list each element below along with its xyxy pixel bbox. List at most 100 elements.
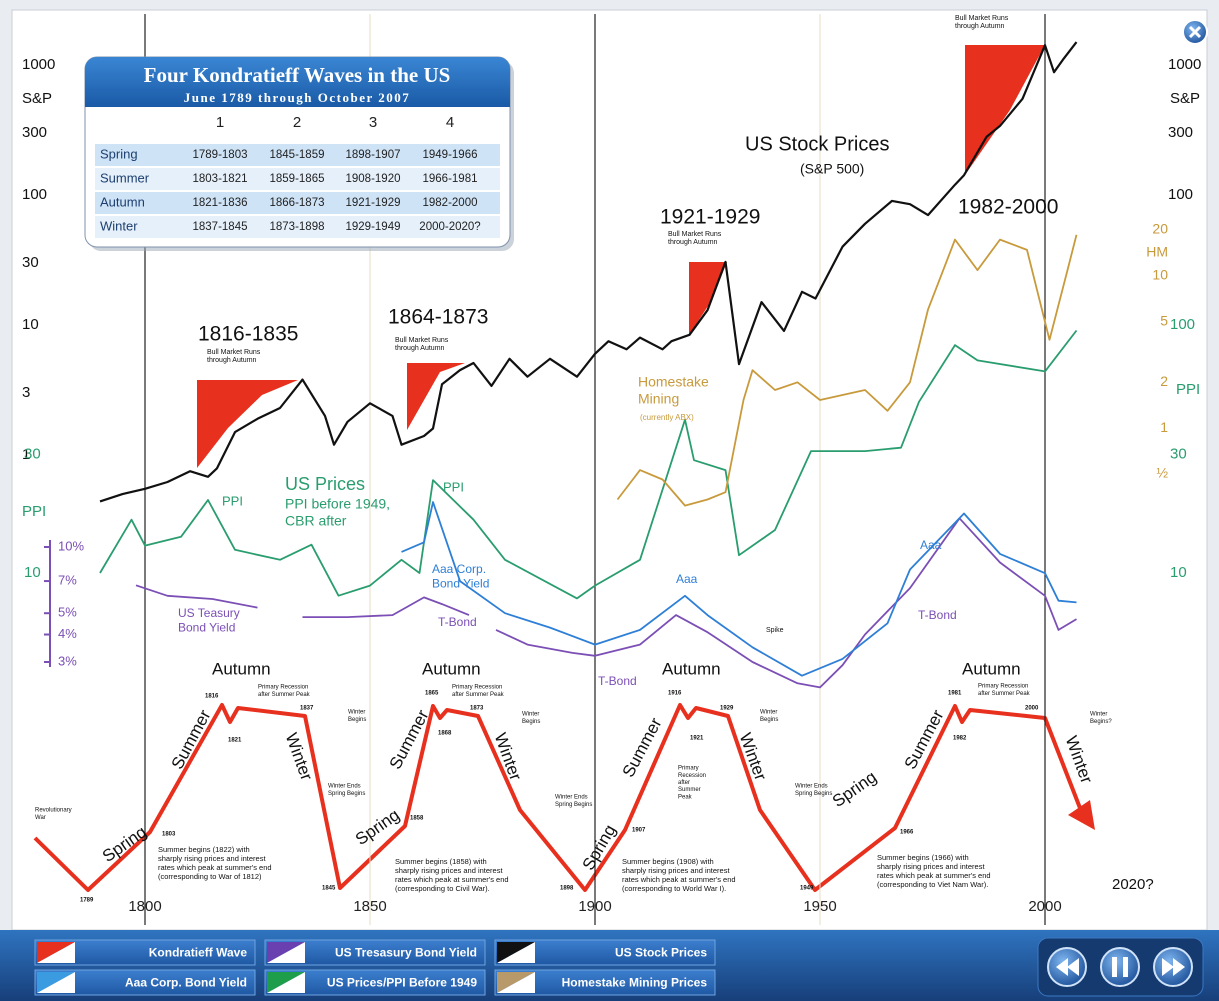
annotation: Recession — [678, 773, 706, 779]
hm-tick-label: 1 — [1160, 419, 1168, 435]
annotation: after — [678, 780, 690, 786]
annotation: Aaa — [676, 572, 698, 586]
annotation: Summer begins (1858) with — [395, 857, 487, 866]
annotation: through Autumn — [668, 239, 718, 246]
annotation: 1929 — [720, 706, 734, 712]
row-label: Winter — [100, 218, 138, 233]
annotation: 1907 — [632, 828, 646, 834]
series-line — [99, 41, 1078, 503]
annotation: 1921 — [690, 736, 704, 742]
annotation: US Stock Prices — [745, 133, 889, 155]
annotation: 1873 — [470, 706, 484, 712]
annotation: PPI — [222, 493, 243, 508]
x-tick-label: 1800 — [128, 898, 161, 915]
hm-tick-label: 10 — [1152, 267, 1168, 283]
forward-button[interactable] — [1153, 947, 1193, 987]
wave-arrowhead — [1068, 800, 1095, 830]
column-header: 3 — [369, 114, 377, 131]
legend-button[interactable]: US Tresasury Bond Yield — [264, 939, 486, 966]
annotation: Begins — [522, 719, 540, 725]
cell: 1898-1907 — [346, 149, 401, 161]
y-tick-label: 1 — [22, 446, 30, 463]
annotation: Bull Market Runs — [955, 15, 1009, 22]
row-label: Summer — [100, 170, 150, 185]
row-bg — [95, 216, 500, 238]
annotation: Spring Begins — [795, 791, 832, 797]
legend-label: Homestake Mining Prices — [562, 976, 708, 990]
y-tick-label: 30 — [22, 254, 39, 271]
annotation: Aaa — [920, 538, 942, 552]
x-tick-label: 1850 — [353, 898, 386, 915]
annotation: Mining — [638, 391, 679, 407]
y-tick-label: 300 — [22, 124, 47, 141]
close-button[interactable] — [1182, 19, 1208, 45]
pause-button[interactable] — [1100, 947, 1140, 987]
rewind-button[interactable] — [1047, 947, 1087, 987]
axis-label-right: S&P — [1170, 90, 1200, 107]
annotation: after Summer Peak — [258, 692, 311, 698]
hm-tick-label: ½ — [1156, 465, 1168, 481]
cell: 1873-1898 — [270, 221, 325, 233]
column-header: 4 — [446, 114, 454, 131]
yield-tick-label: 7% — [58, 573, 77, 588]
info-box: Four Kondratieff Waves in the US June 178… — [84, 56, 514, 251]
annotation: sharply rising prices and interest — [395, 866, 503, 875]
annotation: Winter — [522, 712, 539, 718]
bull-market-shade — [965, 45, 1045, 175]
annotation: Summer begins (1822) with — [158, 845, 250, 854]
annotation: (currently ABX) — [640, 413, 694, 422]
annotation: Homestake — [638, 374, 709, 390]
legend-button[interactable]: Kondratieff Wave — [34, 939, 256, 966]
annotation: 1821 — [228, 738, 242, 744]
legend-button[interactable]: Aaa Corp. Bond Yield — [34, 969, 256, 996]
annotation: 1845 — [322, 886, 336, 892]
annotation: T-Bond — [438, 615, 477, 629]
annotation: Summer begins (1966) with — [877, 853, 969, 862]
annotation: Peak — [678, 794, 693, 800]
annotation: 1949 — [800, 886, 814, 892]
annotation: after Summer Peak — [978, 691, 1031, 697]
legend-button[interactable]: US Stock Prices — [494, 939, 716, 966]
annotation: 1837 — [300, 706, 314, 712]
row-bg — [95, 168, 500, 190]
annotation: (corresponding to War of 1812) — [158, 872, 262, 881]
cell: 1921-1929 — [346, 197, 401, 209]
legend-swatch — [497, 942, 535, 963]
cell: 1929-1949 — [346, 221, 401, 233]
cell: 1821-1836 — [193, 197, 248, 209]
annotation: through Autumn — [207, 357, 257, 364]
cell: 1866-1873 — [270, 197, 325, 209]
annotation: Autumn — [962, 659, 1021, 678]
annotation: Winter Ends — [328, 784, 361, 790]
annotation: Spike — [766, 627, 784, 634]
annotation: (corresponding to Viet Nam War). — [877, 880, 988, 889]
annotation: 1865 — [425, 691, 439, 697]
annotation: (corresponding to Civil War). — [395, 884, 490, 893]
legend-button[interactable]: Homestake Mining Prices — [494, 969, 716, 996]
annotation: Revolutionary — [35, 808, 72, 814]
annotation: Primary Recession — [452, 685, 502, 691]
cell: 1837-1845 — [193, 221, 248, 233]
annotation: US Prices — [285, 474, 365, 494]
annotation: sharply rising prices and interest — [622, 866, 730, 875]
cell: 1908-1920 — [346, 173, 401, 185]
annotation: Autumn — [422, 659, 481, 678]
legend-button[interactable]: US Prices/PPI Before 1949 — [264, 969, 486, 996]
ppi-tick-label-right: 10 — [1170, 564, 1187, 581]
cell: 1982-2000 — [423, 197, 478, 209]
info-box-title: Four Kondratieff Waves in the US — [144, 63, 451, 87]
legend-swatch — [37, 942, 75, 963]
annotation: Aaa Corp. — [432, 562, 486, 576]
annotation: 1816 — [205, 694, 219, 700]
annotation: Bond Yield — [178, 621, 235, 635]
row-label: Spring — [100, 146, 138, 161]
axis-label-right: HM — [1146, 244, 1168, 260]
annotation: Bull Market Runs — [207, 349, 261, 356]
annotation: through Autumn — [395, 345, 445, 352]
info-box-subtitle: June 1789 through October 2007 — [184, 90, 411, 105]
cell: 1845-1859 — [270, 149, 325, 161]
annotation: Primary — [678, 766, 699, 772]
annotation: 1982-2000 — [958, 196, 1058, 219]
ppi-tick-label-right: 100 — [1170, 316, 1195, 333]
